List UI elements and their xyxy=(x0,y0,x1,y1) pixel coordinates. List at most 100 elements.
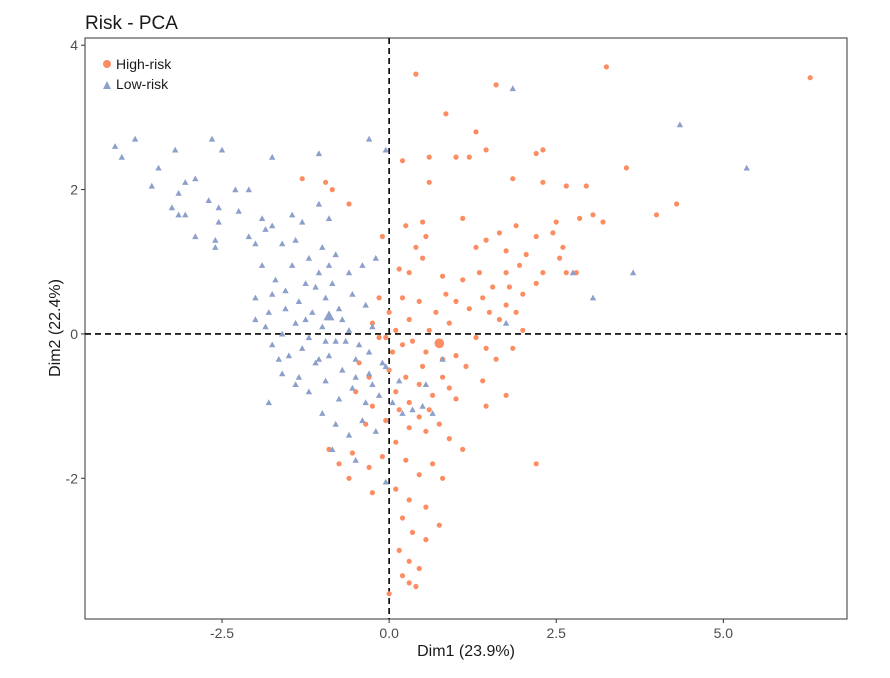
low-risk-point-69 xyxy=(269,341,276,348)
high-risk-point-80 xyxy=(493,356,499,362)
low-risk-point-76 xyxy=(365,370,373,377)
high-risk-point-29 xyxy=(600,219,606,225)
low-risk-point-97 xyxy=(329,446,336,452)
high-risk-point-89 xyxy=(463,363,469,369)
low-risk-point-44 xyxy=(302,280,309,286)
high-risk-point-107 xyxy=(416,414,422,420)
high-risk-point-66 xyxy=(480,295,486,301)
high-risk-point-114 xyxy=(349,450,355,456)
legend: High-risk Low-risk xyxy=(103,56,172,92)
low-risk-point-71 xyxy=(299,345,306,351)
high-risk-point-90 xyxy=(480,378,486,384)
high-risk-point-81 xyxy=(510,345,516,351)
high-risk-point-103 xyxy=(369,403,375,409)
high-risk-point-53 xyxy=(460,277,466,283)
high-risk-point-49 xyxy=(396,266,402,272)
high-risk-point-5 xyxy=(473,129,479,135)
low-risk-point-101 xyxy=(312,283,319,290)
x-axis: -2.5 0.0 2.5 5.0 xyxy=(210,619,733,641)
low-risk-point-61 xyxy=(279,330,286,337)
high-risk-point-47 xyxy=(563,270,569,276)
high-risk-point-63 xyxy=(443,291,449,297)
high-risk-point-54 xyxy=(476,270,482,276)
high-risk-point-85 xyxy=(409,338,416,344)
high-risk-point-61 xyxy=(416,298,422,304)
low-risk-point-92 xyxy=(319,410,326,416)
high-risk-point-44 xyxy=(523,251,529,258)
high-risk-point-115 xyxy=(366,464,372,470)
low-risk-point-13 xyxy=(148,182,155,189)
low-risk-point-104 xyxy=(382,363,389,369)
high-risk-point-30 xyxy=(346,201,352,207)
high-risk-point-137 xyxy=(413,583,419,590)
high-risk-point-119 xyxy=(416,472,422,478)
low-risk-point-48 xyxy=(359,262,366,268)
high-risk-point-25 xyxy=(420,219,426,225)
y-axis-title: Dim2 (22.4%) xyxy=(47,279,64,377)
high-risk-point-109 xyxy=(436,421,442,427)
high-risk-point-23 xyxy=(674,201,680,207)
high-risk-point-13 xyxy=(299,176,305,182)
chart-title: Risk - PCA xyxy=(85,13,178,34)
high-risk-point-136 xyxy=(386,591,392,597)
high-risk-point-77 xyxy=(446,320,452,326)
high-risk-point-32 xyxy=(496,230,502,236)
high-risk-point-67 xyxy=(486,309,492,315)
high-risk-point-116 xyxy=(379,454,385,460)
low-risk-point-113 xyxy=(369,381,376,387)
high-risk-point-120 xyxy=(430,461,436,467)
low-risk-point-49 xyxy=(372,254,379,261)
high-risk-point-127 xyxy=(436,522,442,528)
low-risk-point-106 xyxy=(589,294,597,301)
low-risk-point-73 xyxy=(325,352,333,359)
low-risk-point-28 xyxy=(269,222,276,229)
high-risk-point-58 xyxy=(520,291,526,297)
high-risk-point-98 xyxy=(430,392,436,398)
low-risk-point-100 xyxy=(265,309,272,315)
high-risk-point-75 xyxy=(406,316,412,323)
low-risk-point-26 xyxy=(235,208,242,214)
low-risk-point-3 xyxy=(111,143,119,149)
high-risk-point-104 xyxy=(383,417,389,424)
high-risk-point-69 xyxy=(503,302,509,308)
high-risk-point-43 xyxy=(516,262,523,268)
low-risk-point-6 xyxy=(172,146,179,153)
high-risk-point-142 xyxy=(406,399,412,406)
low-risk-point-82 xyxy=(335,395,343,402)
series-high-risk xyxy=(299,64,813,597)
low-risk-point-31 xyxy=(315,200,323,207)
low-risk-point-63 xyxy=(305,334,313,341)
high-risk-point-78 xyxy=(473,334,479,341)
high-risk-point-130 xyxy=(423,537,429,543)
low-risk-point-12 xyxy=(382,146,389,153)
high-risk-point-12 xyxy=(453,154,459,160)
high-risk-point-0 xyxy=(413,71,419,77)
high-risk-point-46 xyxy=(557,255,563,261)
high-risk-point-71 xyxy=(520,327,526,333)
low-risk-point-81 xyxy=(322,377,329,384)
high-risk-point-129 xyxy=(409,529,416,536)
low-risk-point-38 xyxy=(305,254,313,261)
low-risk-point-108 xyxy=(569,269,577,276)
low-risk-point-86 xyxy=(389,399,396,406)
low-risk-point-10 xyxy=(315,150,323,157)
high-risk-point-122 xyxy=(346,475,352,481)
high-risk-point-6 xyxy=(483,147,489,153)
x-tick-label: -2.5 xyxy=(210,625,234,641)
high-risk-point-34 xyxy=(533,233,539,240)
high-risk-point-124 xyxy=(393,486,399,492)
high-risk-point-131 xyxy=(396,547,402,554)
legend-high-risk-label: High-risk xyxy=(116,56,172,72)
high-risk-point-141 xyxy=(389,349,396,355)
low-risk-point-117 xyxy=(315,356,323,362)
low-risk-point-46 xyxy=(329,280,336,286)
high-risk-point-99 xyxy=(440,374,446,380)
high-risk-point-97 xyxy=(416,381,422,387)
low-risk-point-25 xyxy=(212,236,219,243)
high-risk-point-8 xyxy=(540,147,546,153)
data-points xyxy=(111,64,813,597)
low-risk-point-4 xyxy=(118,153,125,160)
low-risk-point-34 xyxy=(245,233,252,240)
low-risk-point-90 xyxy=(429,410,436,416)
low-risk-point-20 xyxy=(215,204,222,211)
